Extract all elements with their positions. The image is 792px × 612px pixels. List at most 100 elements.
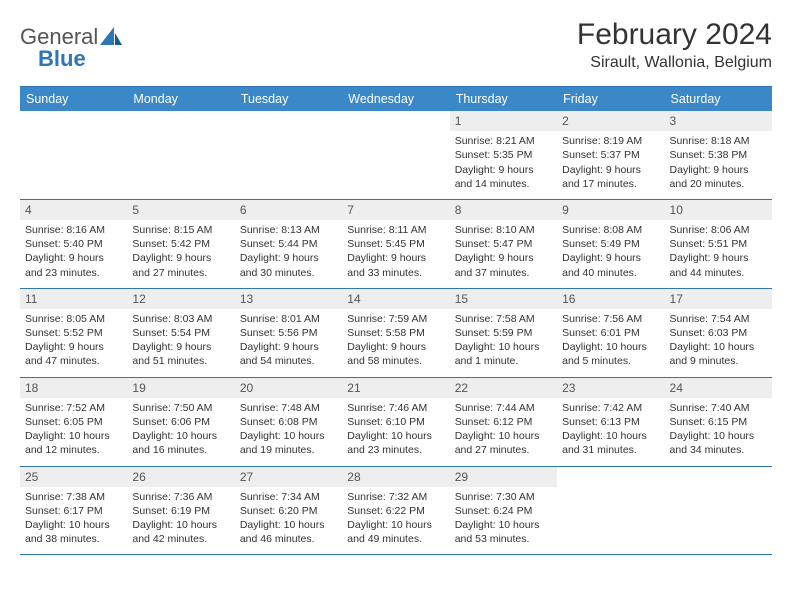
daylight-text: Daylight: 9 hours and 20 minutes. — [670, 163, 767, 191]
sunrise-text: Sunrise: 7:44 AM — [455, 401, 552, 415]
daylight-text: Daylight: 10 hours and 19 minutes. — [240, 429, 337, 457]
daylight-text: Daylight: 10 hours and 1 minute. — [455, 340, 552, 368]
day-header-wed: Wednesday — [342, 87, 449, 111]
sunset-text: Sunset: 5:51 PM — [670, 237, 767, 251]
daylight-text: Daylight: 9 hours and 54 minutes. — [240, 340, 337, 368]
sunset-text: Sunset: 6:24 PM — [455, 504, 552, 518]
calendar-cell — [665, 467, 772, 555]
location-text: Sirault, Wallonia, Belgium — [577, 54, 772, 72]
day-number: 9 — [557, 200, 664, 220]
day-number: 29 — [450, 467, 557, 487]
sunset-text: Sunset: 5:37 PM — [562, 148, 659, 162]
day-number: 6 — [235, 200, 342, 220]
daylight-text: Daylight: 10 hours and 34 minutes. — [670, 429, 767, 457]
day-number: 22 — [450, 378, 557, 398]
daylight-text: Daylight: 10 hours and 42 minutes. — [132, 518, 229, 546]
sunset-text: Sunset: 5:40 PM — [25, 237, 122, 251]
day-number: 11 — [20, 289, 127, 309]
sunset-text: Sunset: 6:17 PM — [25, 504, 122, 518]
calendar-cell: 16Sunrise: 7:56 AMSunset: 6:01 PMDayligh… — [557, 289, 664, 377]
sunset-text: Sunset: 5:42 PM — [132, 237, 229, 251]
sunset-text: Sunset: 5:52 PM — [25, 326, 122, 340]
week-row: 11Sunrise: 8:05 AMSunset: 5:52 PMDayligh… — [20, 289, 772, 378]
calendar-cell: 10Sunrise: 8:06 AMSunset: 5:51 PMDayligh… — [665, 200, 772, 288]
day-number: 16 — [557, 289, 664, 309]
calendar-cell: 8Sunrise: 8:10 AMSunset: 5:47 PMDaylight… — [450, 200, 557, 288]
calendar-cell: 12Sunrise: 8:03 AMSunset: 5:54 PMDayligh… — [127, 289, 234, 377]
day-number: 15 — [450, 289, 557, 309]
calendar-cell: 19Sunrise: 7:50 AMSunset: 6:06 PMDayligh… — [127, 378, 234, 466]
daylight-text: Daylight: 10 hours and 53 minutes. — [455, 518, 552, 546]
day-header-fri: Friday — [557, 87, 664, 111]
day-number: 2 — [557, 111, 664, 131]
day-number: 26 — [127, 467, 234, 487]
sunrise-text: Sunrise: 8:06 AM — [670, 223, 767, 237]
calendar-cell: 18Sunrise: 7:52 AMSunset: 6:05 PMDayligh… — [20, 378, 127, 466]
sunrise-text: Sunrise: 7:52 AM — [25, 401, 122, 415]
sunrise-text: Sunrise: 7:46 AM — [347, 401, 444, 415]
sunset-text: Sunset: 6:15 PM — [670, 415, 767, 429]
calendar-cell: 11Sunrise: 8:05 AMSunset: 5:52 PMDayligh… — [20, 289, 127, 377]
day-header-sun: Sunday — [20, 87, 127, 111]
daylight-text: Daylight: 9 hours and 37 minutes. — [455, 251, 552, 279]
sunset-text: Sunset: 5:45 PM — [347, 237, 444, 251]
day-number: 7 — [342, 200, 449, 220]
sunset-text: Sunset: 5:35 PM — [455, 148, 552, 162]
sunset-text: Sunset: 5:44 PM — [240, 237, 337, 251]
daylight-text: Daylight: 9 hours and 44 minutes. — [670, 251, 767, 279]
daylight-text: Daylight: 10 hours and 16 minutes. — [132, 429, 229, 457]
calendar-cell: 26Sunrise: 7:36 AMSunset: 6:19 PMDayligh… — [127, 467, 234, 555]
calendar-cell: 14Sunrise: 7:59 AMSunset: 5:58 PMDayligh… — [342, 289, 449, 377]
day-number: 19 — [127, 378, 234, 398]
title-block: February 2024 Sirault, Wallonia, Belgium — [577, 18, 772, 72]
day-header-row: Sunday Monday Tuesday Wednesday Thursday… — [20, 87, 772, 111]
sunrise-text: Sunrise: 8:03 AM — [132, 312, 229, 326]
daylight-text: Daylight: 9 hours and 27 minutes. — [132, 251, 229, 279]
calendar-cell: 23Sunrise: 7:42 AMSunset: 6:13 PMDayligh… — [557, 378, 664, 466]
sunrise-text: Sunrise: 7:48 AM — [240, 401, 337, 415]
calendar-cell — [342, 111, 449, 199]
sunset-text: Sunset: 5:58 PM — [347, 326, 444, 340]
day-number: 4 — [20, 200, 127, 220]
calendar-cell: 2Sunrise: 8:19 AMSunset: 5:37 PMDaylight… — [557, 111, 664, 199]
week-row: 1Sunrise: 8:21 AMSunset: 5:35 PMDaylight… — [20, 111, 772, 200]
daylight-text: Daylight: 10 hours and 23 minutes. — [347, 429, 444, 457]
sunrise-text: Sunrise: 8:21 AM — [455, 134, 552, 148]
week-row: 4Sunrise: 8:16 AMSunset: 5:40 PMDaylight… — [20, 200, 772, 289]
calendar: Sunday Monday Tuesday Wednesday Thursday… — [20, 86, 772, 555]
daylight-text: Daylight: 9 hours and 47 minutes. — [25, 340, 122, 368]
calendar-cell: 25Sunrise: 7:38 AMSunset: 6:17 PMDayligh… — [20, 467, 127, 555]
day-number: 25 — [20, 467, 127, 487]
sunset-text: Sunset: 6:01 PM — [562, 326, 659, 340]
day-number: 20 — [235, 378, 342, 398]
sunrise-text: Sunrise: 7:59 AM — [347, 312, 444, 326]
daylight-text: Daylight: 9 hours and 14 minutes. — [455, 163, 552, 191]
sunrise-text: Sunrise: 8:18 AM — [670, 134, 767, 148]
calendar-cell: 1Sunrise: 8:21 AMSunset: 5:35 PMDaylight… — [450, 111, 557, 199]
day-header-tue: Tuesday — [235, 87, 342, 111]
page-title: February 2024 — [577, 18, 772, 52]
daylight-text: Daylight: 9 hours and 17 minutes. — [562, 163, 659, 191]
weeks-container: 1Sunrise: 8:21 AMSunset: 5:35 PMDaylight… — [20, 111, 772, 555]
sunrise-text: Sunrise: 8:10 AM — [455, 223, 552, 237]
daylight-text: Daylight: 10 hours and 31 minutes. — [562, 429, 659, 457]
day-number: 13 — [235, 289, 342, 309]
calendar-cell: 28Sunrise: 7:32 AMSunset: 6:22 PMDayligh… — [342, 467, 449, 555]
sunrise-text: Sunrise: 7:50 AM — [132, 401, 229, 415]
calendar-cell — [557, 467, 664, 555]
daylight-text: Daylight: 10 hours and 27 minutes. — [455, 429, 552, 457]
sunset-text: Sunset: 6:05 PM — [25, 415, 122, 429]
sunrise-text: Sunrise: 7:30 AM — [455, 490, 552, 504]
week-row: 25Sunrise: 7:38 AMSunset: 6:17 PMDayligh… — [20, 467, 772, 556]
day-number: 12 — [127, 289, 234, 309]
day-number: 17 — [665, 289, 772, 309]
daylight-text: Daylight: 9 hours and 30 minutes. — [240, 251, 337, 279]
calendar-cell — [20, 111, 127, 199]
sunrise-text: Sunrise: 7:54 AM — [670, 312, 767, 326]
day-number: 5 — [127, 200, 234, 220]
day-number: 27 — [235, 467, 342, 487]
day-number: 28 — [342, 467, 449, 487]
calendar-cell: 20Sunrise: 7:48 AMSunset: 6:08 PMDayligh… — [235, 378, 342, 466]
calendar-cell: 27Sunrise: 7:34 AMSunset: 6:20 PMDayligh… — [235, 467, 342, 555]
calendar-cell: 24Sunrise: 7:40 AMSunset: 6:15 PMDayligh… — [665, 378, 772, 466]
